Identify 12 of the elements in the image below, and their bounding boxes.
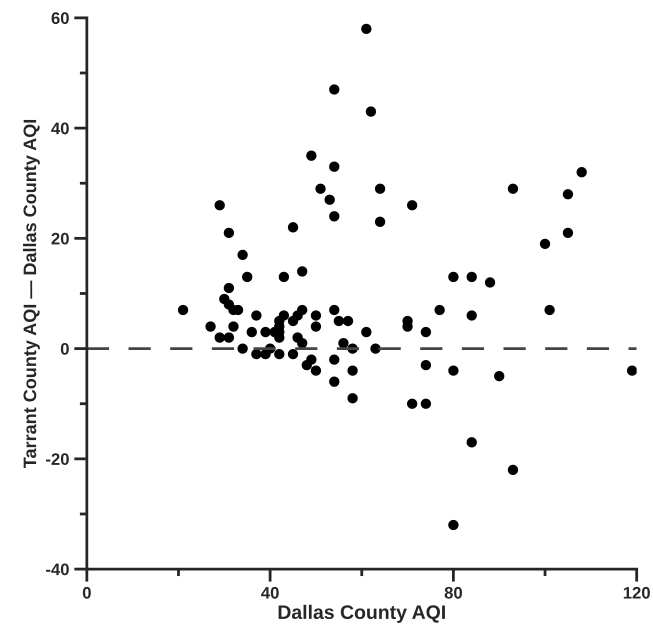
x-tick-label: 40 xyxy=(261,586,279,599)
x-tick-label: 120 xyxy=(624,586,650,599)
x-axis-title: Dallas County AQI xyxy=(278,604,445,623)
x-tick-label: 80 xyxy=(444,586,462,599)
y-tick-label: 20 xyxy=(52,232,69,245)
y-tick-label: 0 xyxy=(60,343,69,355)
x-tick-label: 0 xyxy=(82,586,91,599)
y-axis-title: Tarrant County AQI — Dallas County AQI xyxy=(23,120,40,468)
y-tick-label: 40 xyxy=(51,122,69,134)
y-tick-label: -20 xyxy=(46,453,69,466)
y-tick-label: 60 xyxy=(52,12,69,24)
y-tick-label: -40 xyxy=(46,563,69,576)
